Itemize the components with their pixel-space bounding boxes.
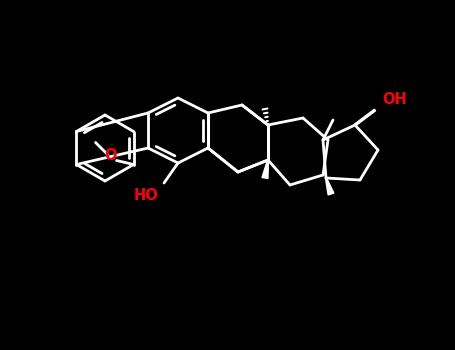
Polygon shape [262, 160, 268, 178]
Text: OH: OH [383, 92, 407, 107]
Text: O: O [104, 148, 117, 163]
Polygon shape [354, 109, 375, 126]
Text: HO: HO [134, 189, 158, 203]
Polygon shape [325, 178, 334, 195]
